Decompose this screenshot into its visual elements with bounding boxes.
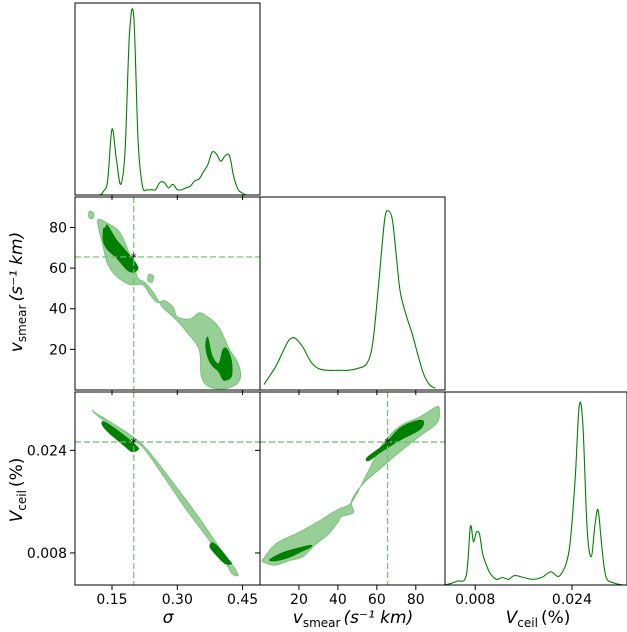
ytick-label-vceil: 0.024	[27, 443, 67, 459]
ylabel-vsmear: vsmear (s⁻¹ km)	[7, 232, 29, 352]
xlabel-vceil-sub: ceil	[517, 616, 538, 630]
axis-labels-layer: σ vsmear (s⁻¹ km) Vceil (%) vsmear(s⁻¹ km)…	[7, 232, 570, 630]
ytick-label-vsmear: 20	[49, 342, 67, 358]
contour-panel-vsmear-vceil: *	[260, 392, 445, 585]
panel-frame-vceil-vceil	[444, 391, 627, 586]
xlabel-vsmear-main: v	[293, 608, 304, 628]
panel-frame-sigma-sigma	[74, 2, 261, 196]
panels-layer: 0.008 0.024 * 20 40 60 80 * 0.15 0.30 0.45 0.008 0.0…	[27, 2, 627, 608]
xlabel-vceil-unit: (%)	[541, 608, 570, 628]
ylabel-vsmear-main: v	[7, 341, 27, 352]
contour-inner	[209, 542, 233, 565]
contour-inner	[365, 419, 425, 462]
panel-frame-vsmear-sigma	[74, 196, 261, 391]
marginal-curve-vceil	[445, 401, 627, 585]
xtick-label-vceil: 0.024	[552, 592, 592, 608]
panel-frame-vceil-vsmear	[259, 391, 446, 586]
ylabel-vsmear-unit: (s⁻¹ km)	[7, 232, 27, 302]
panel-frame-vceil-sigma	[74, 391, 261, 586]
contour-inner	[101, 421, 140, 453]
contour-outer	[261, 405, 440, 566]
xtick-label-vsmear: 40	[329, 592, 347, 608]
ytick-label-vsmear: 60	[49, 261, 67, 277]
xtick-label-sigma: 0.15	[96, 592, 127, 608]
contour-panel-sigma-vceil: *	[75, 392, 260, 585]
contour-outer	[147, 273, 154, 283]
ytick-label-vceil: 0.008	[27, 546, 67, 562]
xlabel-vceil: Vceil (%)	[506, 608, 571, 630]
xtick-label-sigma: 0.30	[162, 592, 193, 608]
marginal-vceil	[445, 401, 627, 585]
truth-marker: *	[385, 436, 391, 450]
marginal-curve-sigma	[81, 8, 252, 195]
xlabel-vsmear-unit: (s⁻¹ km)	[343, 608, 413, 628]
xlabel-vceil-main: V	[506, 608, 519, 628]
xlabel-sigma: σ	[163, 608, 175, 628]
ylabel-vsmear-sub: smear	[15, 304, 29, 342]
contour-panel-sigma-vsmear: *	[75, 197, 260, 390]
xtick-label-vsmear: 20	[290, 592, 308, 608]
ylabel-vceil-unit: (%)	[7, 458, 27, 487]
xtick-label-sigma: 0.45	[227, 592, 258, 608]
xlabel-vsmear: vsmear (s⁻¹ km)	[293, 608, 413, 630]
ytick-label-vsmear: 40	[49, 302, 67, 318]
marginal-vsmear	[263, 210, 436, 389]
contour-outer	[88, 210, 95, 220]
xtick-label-vsmear: 60	[368, 592, 386, 608]
xtick-label-vceil: 0.008	[455, 592, 495, 608]
marginal-curve-vsmear	[263, 210, 436, 389]
contour-inner	[205, 336, 233, 381]
truth-marker: *	[131, 251, 137, 265]
ylabel-vceil-main: V	[7, 509, 27, 522]
ylabel-vceil-sub: ceil	[15, 490, 29, 511]
ytick-label-vsmear: 80	[49, 220, 67, 236]
contour-outer	[97, 218, 242, 390]
xtick-label-vsmear: 80	[407, 592, 425, 608]
ylabel-vceil: Vceil (%)	[7, 458, 29, 523]
contour-inner	[269, 544, 313, 562]
truth-marker: *	[131, 436, 137, 450]
panel-frame-vsmear-vsmear	[259, 196, 446, 391]
xlabel-vsmear-sub: smear	[303, 616, 341, 630]
marginal-sigma	[81, 8, 252, 195]
